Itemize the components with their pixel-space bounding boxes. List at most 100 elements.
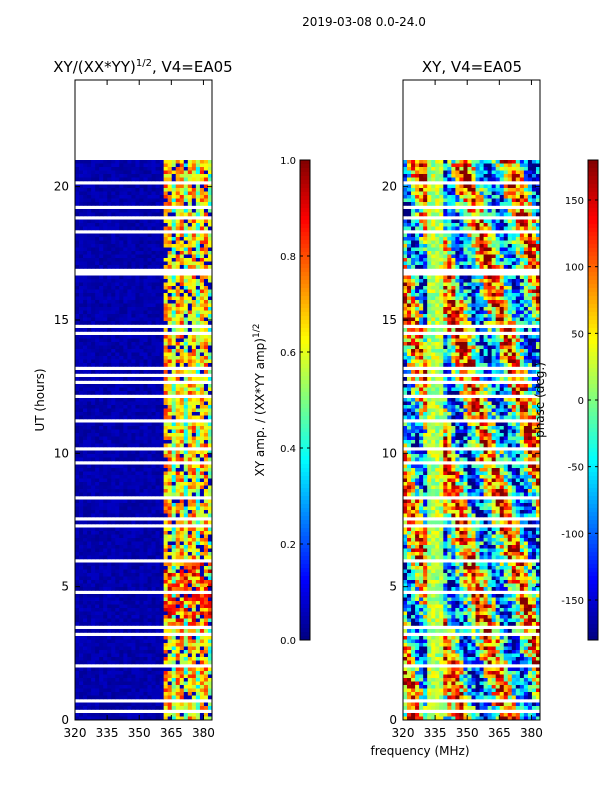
heatmap-cell <box>107 601 112 605</box>
heatmap-cell <box>159 660 165 665</box>
heatmap-cell <box>119 601 124 605</box>
heatmap-cell <box>191 335 197 339</box>
heatmap-cell <box>115 163 120 168</box>
heatmap-cell <box>207 482 213 486</box>
heatmap-cell <box>79 618 84 623</box>
heatmap-cell <box>207 713 213 717</box>
heatmap-cell <box>115 618 120 623</box>
heatmap-cell <box>471 177 476 182</box>
heatmap-cell <box>143 384 148 388</box>
heatmap-cell <box>119 426 124 430</box>
heatmap-cell <box>83 398 88 402</box>
heatmap-cell <box>83 219 88 224</box>
heatmap-cell <box>131 240 136 245</box>
heatmap-cell <box>171 251 177 255</box>
heatmap-cell <box>155 254 161 259</box>
heatmap-cell <box>195 534 201 539</box>
heatmap-cell <box>519 174 525 178</box>
heatmap-cell <box>127 716 132 721</box>
heatmap-cell <box>171 412 177 416</box>
heatmap-cell <box>139 195 144 199</box>
heatmap-cell <box>115 639 120 644</box>
heatmap-cell <box>147 604 152 609</box>
heatmap-cell <box>163 405 169 409</box>
heatmap-cell <box>139 587 144 591</box>
heatmap-cell <box>411 177 416 182</box>
heatmap-cell <box>119 608 124 612</box>
heatmap-cell <box>203 510 209 514</box>
heatmap-cell <box>179 307 185 311</box>
heatmap-cell <box>199 167 205 171</box>
heatmap-cell <box>139 338 144 343</box>
heatmap-cell <box>187 363 193 367</box>
heatmap-cell <box>123 408 128 413</box>
heatmap-cell <box>155 475 161 479</box>
heatmap-cell <box>159 622 165 626</box>
heatmap-cell <box>151 706 156 710</box>
heatmap-cell <box>83 468 88 472</box>
heatmap-cell <box>207 289 213 294</box>
heatmap-cell <box>95 583 100 588</box>
heatmap-cell <box>107 464 112 469</box>
heatmap-cell <box>203 163 209 168</box>
heatmap-cell <box>115 303 120 308</box>
heatmap-cell <box>87 468 92 472</box>
heatmap-cell <box>195 384 201 388</box>
heatmap-cell <box>139 510 144 514</box>
heatmap-cell <box>91 338 96 343</box>
heatmap-cell <box>207 398 213 402</box>
heatmap-cell <box>119 415 124 420</box>
heatmap-cell <box>203 244 209 248</box>
heatmap-cell <box>195 706 201 710</box>
heatmap-cell <box>203 562 209 567</box>
heatmap-cell <box>155 492 161 497</box>
heatmap-cell <box>151 219 156 224</box>
heatmap-cell <box>139 506 144 511</box>
colorbar-segment <box>300 252 310 257</box>
heatmap-cell <box>167 265 173 269</box>
heatmap-cell <box>151 685 156 689</box>
heatmap-cell <box>491 163 497 168</box>
heatmap-cell <box>167 415 173 420</box>
heatmap-cell <box>147 317 152 322</box>
heatmap-cell <box>95 671 100 675</box>
heatmap-cell <box>151 646 156 651</box>
heatmap-cell <box>123 569 128 574</box>
heatmap-cell <box>99 454 104 458</box>
heatmap-cell <box>119 636 124 640</box>
heatmap-cell <box>155 513 161 518</box>
heatmap-cell <box>75 258 80 262</box>
heatmap-cell <box>83 317 88 322</box>
heatmap-cell <box>119 660 124 665</box>
heatmap-cell <box>135 499 140 504</box>
heatmap-cell <box>167 478 173 483</box>
heatmap-cell <box>115 601 120 605</box>
heatmap-cell <box>195 349 201 353</box>
heatmap-cell <box>139 212 144 217</box>
heatmap-cell <box>143 244 148 248</box>
heatmap-cell <box>183 398 189 402</box>
heatmap-cell <box>191 646 197 651</box>
heatmap-cell <box>179 569 185 574</box>
heatmap-cell <box>171 597 177 602</box>
heatmap-cell <box>119 457 124 462</box>
heatmap-cell <box>115 534 120 539</box>
heatmap-cell <box>203 639 209 644</box>
heatmap-cell <box>179 622 185 626</box>
heatmap-cell <box>111 426 116 430</box>
heatmap-cell <box>111 716 116 721</box>
heatmap-cell <box>87 240 92 245</box>
heatmap-cell <box>111 538 116 542</box>
heatmap-cell <box>95 636 100 640</box>
heatmap-cell <box>95 639 100 644</box>
heatmap-cell <box>167 692 173 696</box>
heatmap-cell <box>167 450 173 455</box>
heatmap-cell <box>131 475 136 479</box>
heatmap-cell <box>203 433 209 437</box>
heatmap-cell <box>471 167 476 171</box>
heatmap-cell <box>207 174 213 178</box>
heatmap-cell <box>115 545 120 549</box>
heatmap-cell <box>159 370 165 374</box>
heatmap-cell <box>123 583 128 588</box>
heatmap-cell <box>87 618 92 623</box>
